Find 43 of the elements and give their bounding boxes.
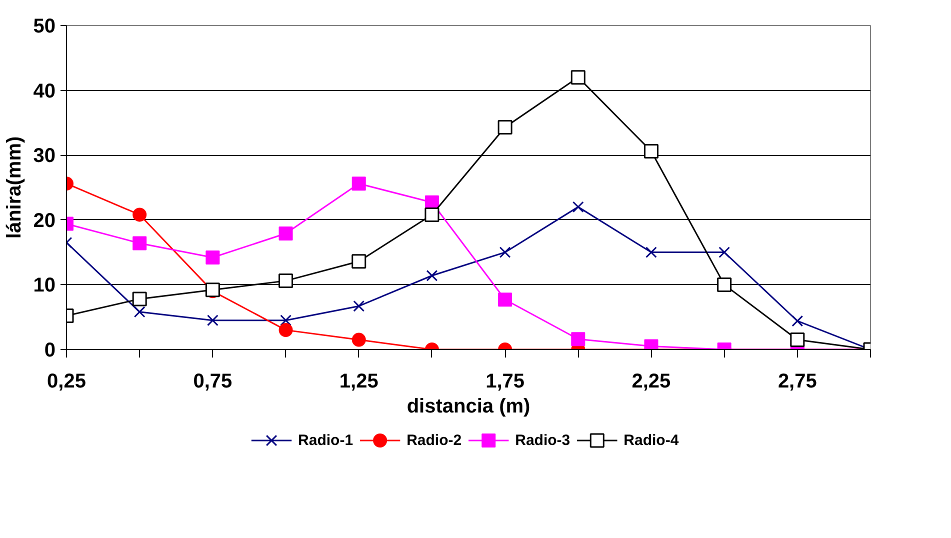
point bbox=[132, 236, 147, 250]
point bbox=[278, 323, 293, 338]
legend-label: Radio-3 bbox=[515, 432, 570, 449]
point bbox=[206, 250, 220, 264]
point bbox=[790, 332, 805, 348]
x-tick-label: 1,75 bbox=[486, 370, 525, 392]
y-axis-title: lánira(mm) bbox=[3, 136, 26, 239]
point bbox=[426, 270, 438, 282]
x-axis-title: distancia (m) bbox=[406, 396, 530, 418]
point bbox=[353, 300, 365, 312]
point bbox=[132, 208, 147, 222]
legend-label: Radio-1 bbox=[298, 432, 354, 449]
x-tick-label: 0,75 bbox=[193, 370, 232, 392]
point bbox=[424, 207, 440, 222]
point bbox=[571, 332, 586, 346]
x-tick-label: 1,25 bbox=[339, 370, 378, 392]
point bbox=[572, 201, 584, 213]
x-tick-label: 2,25 bbox=[632, 370, 671, 392]
point bbox=[134, 306, 146, 318]
x-tick-label: 2,75 bbox=[778, 370, 817, 392]
y-tick-label: 40 bbox=[33, 80, 56, 102]
y-tick-label: 50 bbox=[33, 16, 56, 38]
point bbox=[498, 292, 512, 307]
x-tick-label: 0,25 bbox=[47, 370, 86, 392]
point bbox=[570, 70, 586, 85]
point bbox=[718, 246, 730, 258]
point bbox=[352, 332, 366, 347]
y-tick-label: 0 bbox=[44, 340, 56, 362]
point bbox=[278, 226, 293, 241]
point bbox=[646, 246, 657, 258]
point bbox=[206, 314, 218, 326]
point bbox=[352, 254, 366, 269]
legend-label: Radio-4 bbox=[624, 432, 680, 449]
y-tick-label: 30 bbox=[33, 145, 56, 168]
y-tick-label: 10 bbox=[33, 274, 56, 297]
point bbox=[280, 314, 292, 326]
point bbox=[644, 144, 658, 158]
point bbox=[792, 315, 804, 327]
point bbox=[499, 246, 511, 258]
y-tick-label: 20 bbox=[33, 210, 56, 232]
point bbox=[352, 176, 366, 191]
point bbox=[132, 292, 147, 306]
legend-label: Radio-2 bbox=[406, 432, 462, 449]
